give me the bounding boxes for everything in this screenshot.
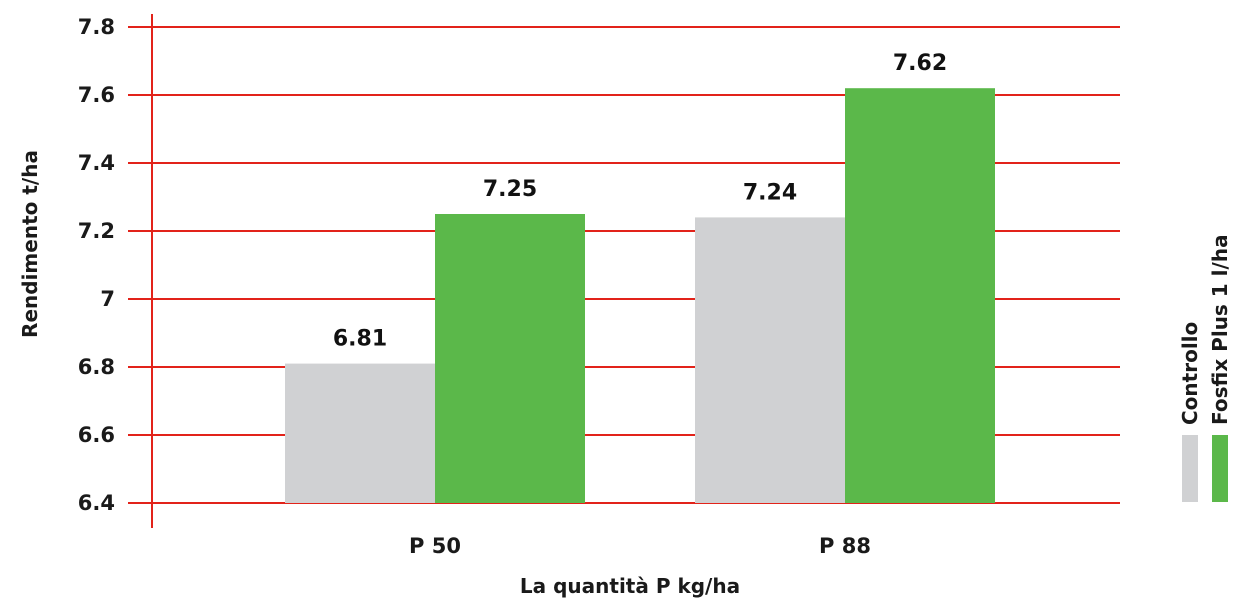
legend: Controllo Fosfix Plus 1 l/ha <box>1178 234 1232 502</box>
x-axis-title: La quantità P kg/ha <box>520 574 740 598</box>
bar <box>435 214 585 503</box>
y-tick-label: 7.6 <box>78 83 115 107</box>
y-tick-labels: 6.4 6.6 6.8 7 7.2 7.4 7.6 7.8 <box>78 15 115 515</box>
y-tick-label: 6.4 <box>78 491 115 515</box>
bar <box>845 88 995 503</box>
y-axis-title: Rendimento t/ha <box>18 150 42 338</box>
bars <box>285 88 995 503</box>
legend-swatch <box>1182 435 1198 502</box>
legend-swatch <box>1212 435 1228 502</box>
bar <box>695 217 845 503</box>
y-tick-label: 7.2 <box>78 219 115 243</box>
data-label: 7.24 <box>743 180 797 205</box>
y-tick-label: 7 <box>100 287 115 311</box>
bar <box>285 363 435 503</box>
x-category-labels: P 50 P 88 <box>409 534 871 558</box>
y-tick-label: 7.4 <box>78 151 115 175</box>
x-category-label: P 88 <box>819 534 871 558</box>
legend-label: Controllo <box>1178 322 1202 425</box>
data-label: 7.25 <box>483 177 537 202</box>
data-labels: 6.81 7.25 7.24 7.62 <box>333 51 947 351</box>
y-tick-label: 6.6 <box>78 423 115 447</box>
y-tick-label: 7.8 <box>78 15 115 39</box>
data-label: 7.62 <box>893 51 947 76</box>
data-label: 6.81 <box>333 327 387 352</box>
x-category-label: P 50 <box>409 534 461 558</box>
legend-label: Fosfix Plus 1 l/ha <box>1208 234 1232 425</box>
y-tick-label: 6.8 <box>78 355 115 379</box>
